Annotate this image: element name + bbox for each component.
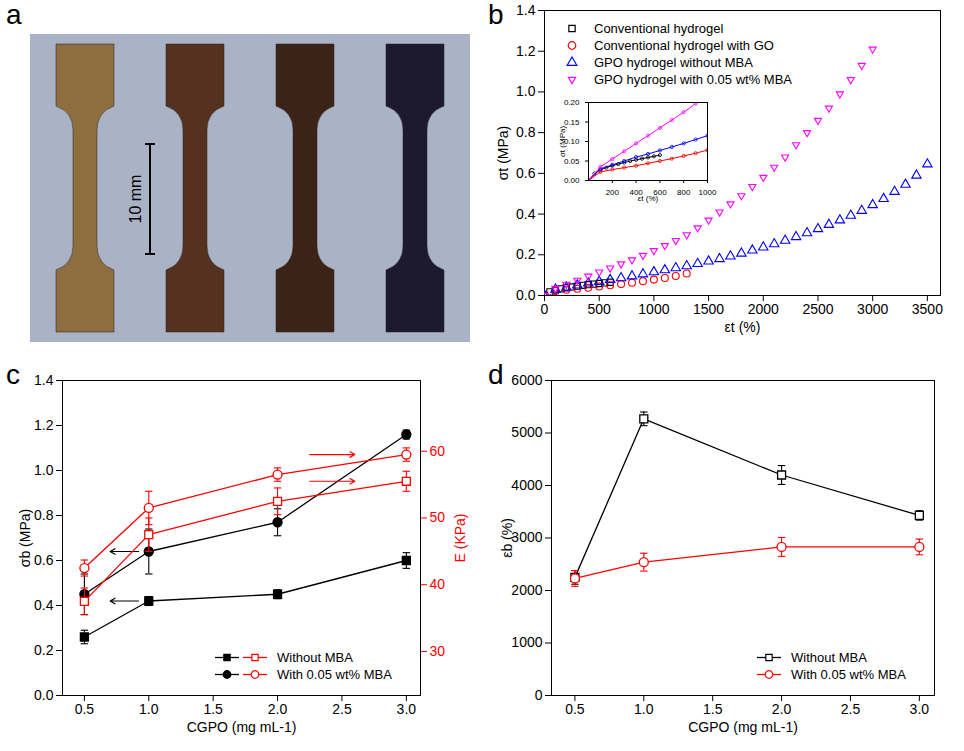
svg-text:E (KPa): E (KPa) xyxy=(452,513,468,562)
svg-text:0.4: 0.4 xyxy=(34,597,54,613)
html-text:c: c xyxy=(6,359,20,390)
svg-text:εt (%): εt (%) xyxy=(638,194,659,203)
svg-text:0.4: 0.4 xyxy=(516,206,536,222)
svg-text:2.5: 2.5 xyxy=(332,701,352,717)
html-text:d: d xyxy=(488,359,504,390)
svg-text:0.5: 0.5 xyxy=(565,701,585,717)
svg-text:0.8: 0.8 xyxy=(516,124,536,140)
svg-text:0.6: 0.6 xyxy=(516,165,536,181)
svg-text:0.2: 0.2 xyxy=(34,642,54,658)
svg-text:40: 40 xyxy=(430,576,446,592)
svg-text:500: 500 xyxy=(588,301,612,317)
svg-text:60: 60 xyxy=(430,443,446,459)
svg-text:2.5: 2.5 xyxy=(841,701,861,717)
svg-text:Conventional hydrogel: Conventional hydrogel xyxy=(594,21,723,36)
svg-text:2500: 2500 xyxy=(802,301,833,317)
svg-text:4000: 4000 xyxy=(511,477,542,493)
svg-text:1.5: 1.5 xyxy=(703,701,723,717)
svg-text:Without MBA: Without MBA xyxy=(277,650,353,665)
svg-text:0.00: 0.00 xyxy=(564,176,580,185)
svg-text:εb (%): εb (%) xyxy=(499,518,515,558)
svg-text:With 0.05 wt% MBA: With 0.05 wt% MBA xyxy=(277,667,392,682)
svg-text:3000: 3000 xyxy=(511,529,542,545)
svg-text:1000: 1000 xyxy=(638,301,669,317)
svg-text:σb (MPa): σb (MPa) xyxy=(17,509,33,567)
svg-text:1000: 1000 xyxy=(699,188,717,197)
svg-text:1.0: 1.0 xyxy=(516,83,536,99)
svg-text:0.8: 0.8 xyxy=(34,507,54,523)
svg-text:0.15: 0.15 xyxy=(564,118,580,127)
svg-text:1.0: 1.0 xyxy=(634,701,654,717)
svg-text:CGPO (mg mL-1): CGPO (mg mL-1) xyxy=(187,719,297,735)
svg-text:0: 0 xyxy=(541,301,549,317)
svg-text:With 0.05 wt% MBA: With 0.05 wt% MBA xyxy=(791,667,906,682)
svg-text:0.0: 0.0 xyxy=(34,687,54,703)
svg-text:1.4: 1.4 xyxy=(34,372,54,388)
svg-text:2000: 2000 xyxy=(511,582,542,598)
svg-text:0: 0 xyxy=(535,687,543,703)
svg-text:2.0: 2.0 xyxy=(268,701,288,717)
svg-text:0.20: 0.20 xyxy=(564,98,580,107)
svg-text:Conventional hydrogel with GO: Conventional hydrogel with GO xyxy=(594,38,774,53)
html-text:b: b xyxy=(488,0,504,30)
svg-text:400: 400 xyxy=(629,188,643,198)
svg-text:1.5: 1.5 xyxy=(203,701,223,717)
svg-text:0.5: 0.5 xyxy=(75,701,95,717)
svg-text:σt (MPa): σt (MPa) xyxy=(495,126,511,181)
svg-text:1500: 1500 xyxy=(693,301,724,317)
svg-text:CGPO (mg mL-1): CGPO (mg mL-1) xyxy=(688,719,798,735)
svg-text:σt (MPa): σt (MPa) xyxy=(558,126,567,157)
svg-text:1.4: 1.4 xyxy=(516,2,536,18)
svg-text:GPO hydrogel with 0.05 wt% MBA: GPO hydrogel with 0.05 wt% MBA xyxy=(594,72,792,87)
svg-text:5000: 5000 xyxy=(511,424,542,440)
svg-text:0.2: 0.2 xyxy=(516,246,536,262)
svg-text:2000: 2000 xyxy=(748,301,779,317)
svg-text:3.0: 3.0 xyxy=(397,701,417,717)
svg-text:1.0: 1.0 xyxy=(34,462,54,478)
svg-text:Without MBA: Without MBA xyxy=(791,650,867,665)
svg-text:1.2: 1.2 xyxy=(516,43,536,59)
svg-text:3500: 3500 xyxy=(912,301,943,317)
svg-text:600: 600 xyxy=(653,188,667,198)
svg-text:2.0: 2.0 xyxy=(772,701,792,717)
svg-text:3.0: 3.0 xyxy=(910,701,930,717)
svg-text:GPO hydrogel without MBA: GPO hydrogel without MBA xyxy=(594,55,753,70)
svg-text:800: 800 xyxy=(677,188,691,197)
svg-text:1.2: 1.2 xyxy=(34,417,54,433)
svg-text:1.0: 1.0 xyxy=(139,701,159,717)
html-text:a: a xyxy=(6,0,22,30)
svg-text:0.6: 0.6 xyxy=(34,552,54,568)
svg-text:0.0: 0.0 xyxy=(516,287,536,303)
svg-text:6000: 6000 xyxy=(511,372,542,388)
svg-text:30: 30 xyxy=(430,643,446,659)
svg-text:10 mm: 10 mm xyxy=(127,175,144,224)
svg-text:0.10: 0.10 xyxy=(563,137,580,147)
svg-text:1000: 1000 xyxy=(511,634,542,650)
svg-text:200: 200 xyxy=(606,188,620,197)
svg-text:3000: 3000 xyxy=(857,301,888,317)
svg-text:50: 50 xyxy=(430,509,446,525)
svg-text:0.05: 0.05 xyxy=(563,156,580,166)
svg-text:εt (%): εt (%) xyxy=(725,319,761,335)
